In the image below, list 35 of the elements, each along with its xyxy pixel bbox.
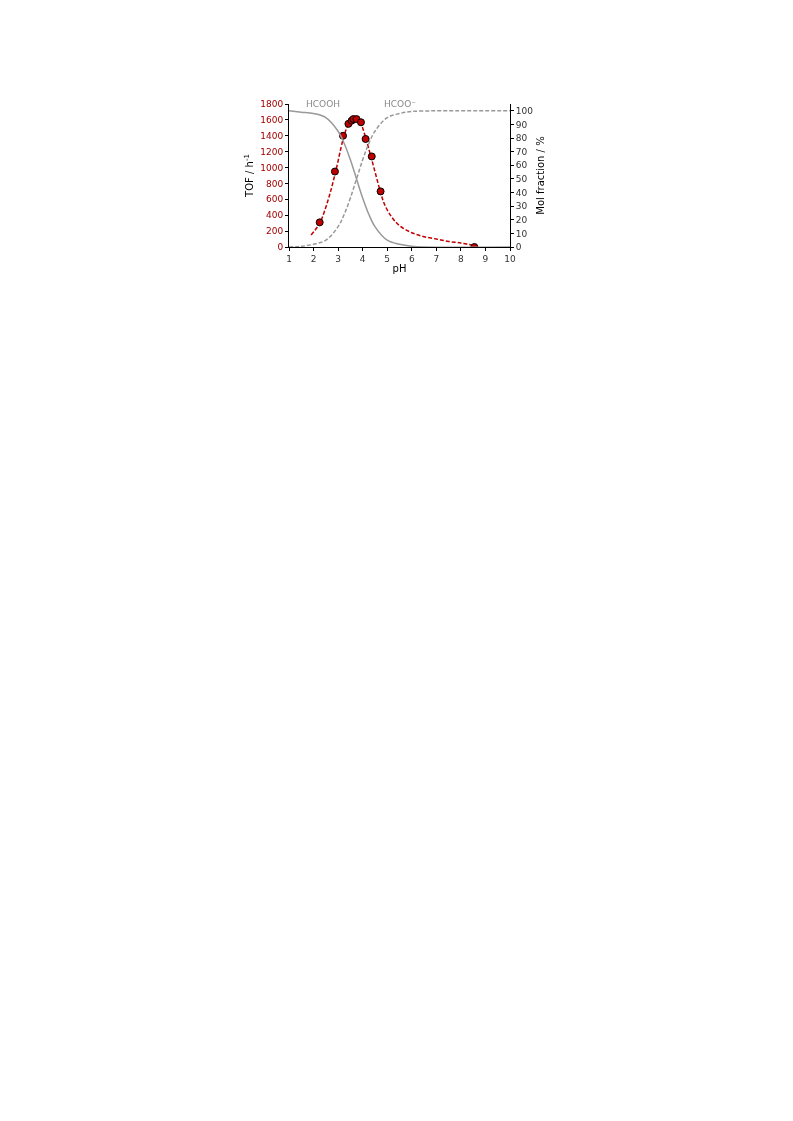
y-tick-label: 1800: [260, 99, 284, 110]
x-tick-label: 9: [482, 253, 489, 264]
x-axis-title: pH: [392, 263, 407, 275]
x-tick-label: 1: [286, 253, 292, 264]
x-tick-label: 4: [359, 253, 366, 264]
annotation: HCOOH: [306, 99, 340, 109]
x-tick-label: 7: [433, 253, 440, 264]
annotation: HCOO⁻: [384, 99, 417, 109]
x-tick-label: 6: [408, 253, 415, 264]
x-tick-label: 5: [384, 253, 391, 264]
y2-tick-label: 80: [515, 133, 528, 144]
y2-axis-title: Mol fraction / %: [534, 136, 546, 215]
y2-tick-label: 10: [515, 228, 528, 239]
x-tick-label: 3: [335, 253, 341, 264]
y2-tick-label: 50: [515, 174, 528, 185]
y2-tick-label: 0: [515, 242, 522, 253]
x-tick-label: 8: [458, 253, 465, 264]
x-tick-label: 2: [310, 253, 317, 264]
y-tick-label: 1000: [260, 162, 284, 173]
y-tick-label: 400: [266, 210, 284, 221]
y2-tick-label: 60: [515, 160, 528, 171]
y2-tick-label: 100: [515, 105, 534, 116]
y-tick-label: 1200: [260, 146, 284, 157]
y-tick-label: 600: [266, 194, 284, 205]
y2-tick-label: 90: [515, 119, 528, 130]
y2-tick-label: 30: [515, 201, 528, 212]
y-tick-label: 0: [277, 242, 284, 253]
y-tick-label: 800: [266, 178, 284, 189]
y2-tick-label: 20: [515, 214, 528, 225]
y2-tick-label: 70: [515, 146, 528, 157]
y-tick-label: 200: [266, 226, 284, 237]
y-tick-label: 1400: [260, 130, 284, 141]
y2-tick-label: 40: [515, 187, 528, 198]
y-tick-label: 1600: [260, 115, 284, 126]
x-tick-label: 10: [504, 253, 516, 264]
